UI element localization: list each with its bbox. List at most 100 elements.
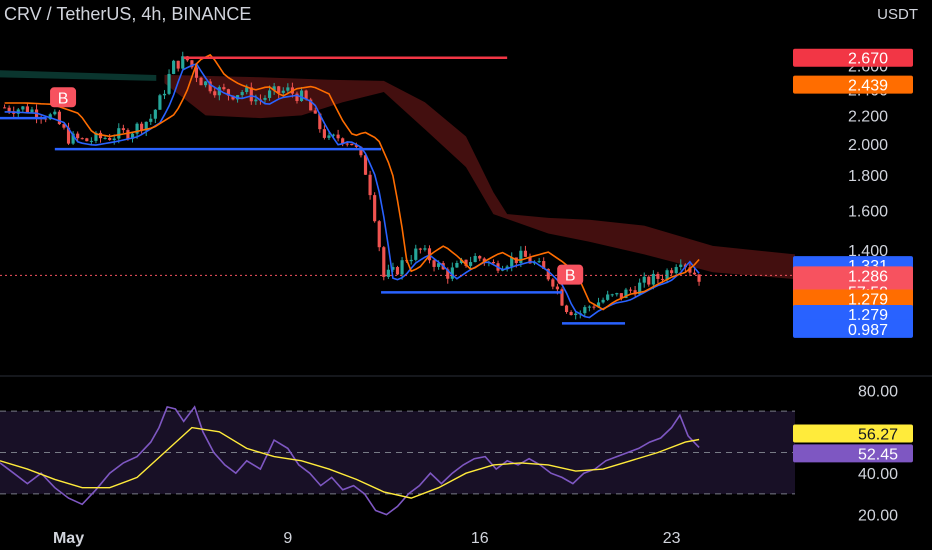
y-tick-label: 1.600 (848, 203, 888, 220)
candle (459, 259, 464, 263)
candle (386, 269, 390, 277)
candle (546, 268, 550, 280)
buy-marker[interactable] (50, 87, 77, 108)
candle (423, 248, 427, 250)
candle (400, 260, 404, 275)
chart-title: CRV / TetherUS, 4h, BINANCE (4, 4, 252, 24)
candle (596, 302, 601, 308)
candle (670, 270, 674, 274)
candle (395, 267, 400, 275)
candle (432, 260, 436, 267)
buy-marker[interactable] (557, 264, 584, 285)
price-tag (793, 48, 913, 67)
candle (359, 146, 363, 156)
candle (446, 269, 450, 279)
ichimoku-cloud-bullish (0, 70, 157, 81)
candle (318, 113, 322, 130)
candle (7, 107, 11, 112)
candle (528, 256, 532, 264)
osc-value-label: 52.45 (858, 446, 898, 463)
candle (437, 263, 441, 267)
candle (587, 306, 591, 308)
candle (391, 267, 395, 270)
fast-line (4, 63, 700, 319)
candle (464, 259, 468, 266)
candle (363, 155, 368, 175)
y-tick-label: 1.400 (848, 243, 888, 260)
candle (336, 134, 340, 139)
candle (606, 294, 610, 300)
price-tag-value: 0.987 (848, 322, 888, 339)
candle (569, 312, 573, 316)
candle (140, 123, 144, 131)
candle (592, 306, 596, 308)
candle (665, 270, 669, 280)
candle (354, 145, 358, 147)
candle (240, 92, 244, 96)
candle (647, 276, 651, 285)
candle (286, 87, 290, 91)
candle (624, 289, 628, 298)
price-tag (793, 75, 913, 94)
candle (204, 81, 208, 86)
candle (85, 138, 89, 142)
candle (30, 109, 34, 113)
y-tick-label: 2.000 (848, 137, 888, 154)
osc-value-tag (793, 424, 913, 443)
candle (62, 124, 66, 128)
price-tag-value: 1.279 (848, 292, 888, 309)
candle (226, 89, 231, 96)
candle (76, 133, 80, 139)
candle (368, 174, 372, 196)
x-tick-label: 16 (471, 530, 489, 547)
candle (638, 282, 642, 295)
candle (194, 67, 199, 78)
price-tag-value: 1.286 (848, 268, 888, 285)
candle (610, 294, 614, 296)
candle (331, 134, 336, 136)
candle (345, 143, 349, 145)
candle (66, 127, 71, 144)
price-tag (793, 319, 913, 338)
candle (478, 256, 482, 259)
candle (144, 121, 148, 131)
candle (217, 87, 221, 96)
osc-y-tick-label: 80.00 (858, 383, 898, 400)
candle (697, 274, 701, 282)
candle (418, 248, 422, 250)
candle (679, 264, 683, 268)
candle (551, 279, 555, 287)
candle (21, 106, 25, 110)
candle (199, 77, 203, 86)
candle (350, 143, 354, 146)
candle (121, 128, 125, 131)
candle (313, 110, 317, 114)
candle (537, 261, 541, 263)
candle (135, 123, 139, 134)
rsi-ma-line (0, 426, 700, 499)
ichimoku-cloud (164, 74, 795, 280)
candle (382, 247, 386, 277)
candle (2, 107, 7, 109)
candle (80, 138, 84, 140)
candle (688, 267, 692, 273)
candle (254, 99, 258, 102)
candle (281, 90, 285, 93)
y-tick-label: 2.200 (848, 108, 888, 125)
candle (656, 273, 660, 279)
candle (450, 267, 454, 279)
buy-marker-label: B (58, 90, 69, 107)
candle (249, 87, 253, 102)
candle (172, 60, 176, 74)
candle (245, 87, 249, 93)
candle (560, 289, 564, 306)
candle (103, 137, 107, 139)
candle (309, 99, 313, 111)
candle (519, 250, 523, 264)
candle (651, 273, 655, 285)
currency-unit: USDT (877, 6, 918, 23)
candle (692, 272, 697, 275)
candle (299, 90, 304, 102)
candle (153, 109, 157, 119)
